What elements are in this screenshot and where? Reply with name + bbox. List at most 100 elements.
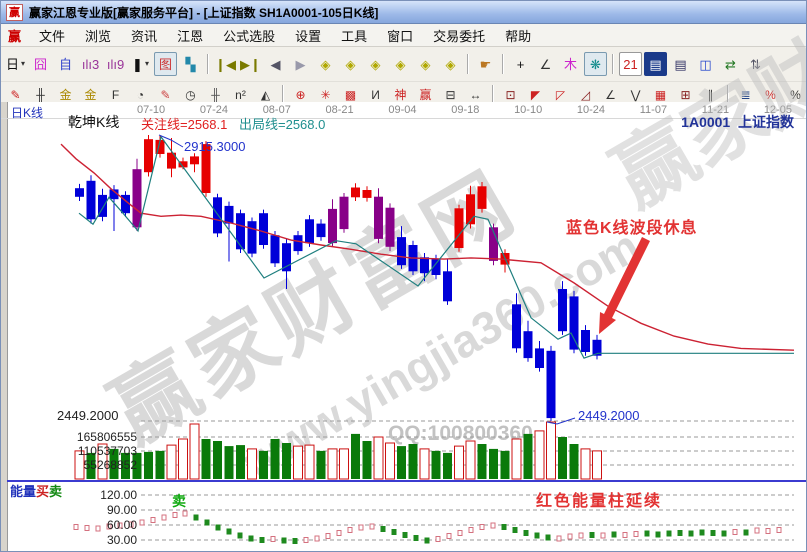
chart-window-icon[interactable]: 囧 xyxy=(33,56,47,72)
volume-axis-label: 165806555 xyxy=(76,430,137,444)
bars-9-icon[interactable]: ılı9 xyxy=(106,56,125,72)
fan-square-icon[interactable]: ◿ xyxy=(580,88,591,102)
sell-signal-label: 卖 xyxy=(172,493,186,509)
angle-ruler-icon[interactable]: ◭ xyxy=(260,88,271,102)
indicator-label-energy: 能量 xyxy=(10,484,37,499)
menu-item-3[interactable]: 资讯 xyxy=(131,28,158,44)
calculator-icon[interactable]: ▤ xyxy=(644,52,667,76)
exit-line-label: 出局线=2568.0 xyxy=(239,117,326,132)
square-web-icon[interactable]: ▩ xyxy=(344,88,357,102)
date-axis-border xyxy=(1,118,806,119)
smart-brain-icon[interactable]: ❋ xyxy=(584,52,607,76)
last-page-icon[interactable]: ▶❙ xyxy=(240,56,261,72)
gann-tree-icon[interactable]: 木 xyxy=(563,56,577,72)
menu-item-6[interactable]: 设置 xyxy=(295,28,322,44)
percent-strike-icon[interactable]: % xyxy=(765,88,776,102)
fibonacci-icon[interactable]: F xyxy=(111,88,120,102)
bars-3-icon[interactable]: ılı3 xyxy=(81,56,100,72)
candle-style-icon[interactable]: ❚ ▾ xyxy=(132,56,149,72)
hand-tool-icon[interactable]: ☛ xyxy=(479,56,492,72)
title-bar: 赢 赢家江恩专业版[赢家服务平台] - [上证指数 SH1A0001-105日K… xyxy=(1,1,806,24)
date-tick-label: 11-21 xyxy=(701,104,730,116)
peak-price-label: 2915.3000 xyxy=(184,139,246,154)
toolbar-separator xyxy=(467,54,469,74)
gold-ratio-2-icon[interactable]: 金 xyxy=(84,88,97,102)
angle-tool-icon[interactable]: ∠ xyxy=(539,56,552,72)
prev-icon[interactable]: ◀ xyxy=(270,56,281,72)
notes-icon[interactable]: ▤ xyxy=(674,56,687,72)
save-icon[interactable]: ◫ xyxy=(699,56,712,72)
date-tick-label: 08-07 xyxy=(262,104,291,116)
diamond-nav-1-icon[interactable]: ◈ xyxy=(320,56,331,72)
first-page-icon[interactable]: ❙◀ xyxy=(215,56,236,72)
menu-item-4[interactable]: 江恩 xyxy=(177,28,204,44)
shen-tool-icon[interactable]: 神 xyxy=(394,88,407,102)
menu-bar: 赢 文件 浏览 资讯 江恩 公式选股 设置 工具 窗口 交易委托 帮助 xyxy=(1,24,806,47)
parallel-lines-icon[interactable]: ∥ xyxy=(707,88,714,102)
indicator-scale-label: 90.00 xyxy=(106,503,137,517)
crosshair-icon[interactable]: + xyxy=(516,56,525,72)
time-cycle-icon[interactable]: ◷ xyxy=(185,88,196,102)
pattern-icon[interactable]: 图 xyxy=(154,52,177,76)
toolbar-separator xyxy=(282,85,284,105)
box-select-icon[interactable]: ⊡ xyxy=(505,88,516,102)
gann-fan-icon[interactable]: ◤ xyxy=(530,88,541,102)
date-axis: 07-10 07-24 08-07 08-21 09-04 09-18 10-10 10-24… xyxy=(137,104,792,118)
date-tick-label: 11-07 xyxy=(639,104,668,116)
diamond-nav-4-icon[interactable]: ◈ xyxy=(395,56,406,72)
net-sync-icon[interactable]: ⇄ xyxy=(725,56,736,72)
diamond-nav-6-icon[interactable]: ◈ xyxy=(445,56,456,72)
volume-flag-icon[interactable]: ▚ xyxy=(185,56,196,72)
remote-icon[interactable]: ⇅ xyxy=(750,56,761,72)
menu-item-7[interactable]: 工具 xyxy=(341,28,368,44)
stats-chart-icon[interactable]: ≣ xyxy=(740,88,751,102)
cycle-circle-icon[interactable]: ◔ xyxy=(136,88,145,102)
pane-label-daily-kline: 日K线 xyxy=(11,106,44,120)
volume-axis-label: 110537703 xyxy=(77,444,137,458)
date-tick-label: 07-10 xyxy=(137,104,166,116)
volume-axis-label: 55268852 xyxy=(83,458,137,472)
annotation-blue-kline-rest: 蓝色K线波段休息 xyxy=(566,220,698,237)
ruler-123-icon[interactable]: ⊟ xyxy=(445,88,456,102)
symbol-code: 1A0001 xyxy=(681,114,731,130)
percent-icon[interactable]: % xyxy=(790,88,801,102)
menu-item-2[interactable]: 浏览 xyxy=(85,28,112,44)
wave-tool-icon[interactable]: И xyxy=(371,88,380,102)
draw-pencil-icon[interactable]: ✎ xyxy=(10,88,21,102)
spider-web-icon[interactable]: ✳ xyxy=(320,88,331,102)
ying-tool-icon[interactable]: 赢 xyxy=(419,88,432,102)
measure-pencil-icon[interactable]: ✎ xyxy=(160,88,171,102)
next-icon[interactable]: ▶ xyxy=(295,56,306,72)
width-measure-icon[interactable]: ↔ xyxy=(469,88,482,102)
arc-square-icon[interactable]: ◸ xyxy=(555,88,566,102)
price-axis-low-label: 2449.2000 xyxy=(57,408,119,423)
indicator-scale-label: 30.00 xyxy=(106,533,137,547)
indicator-pane-label: 能量买卖 xyxy=(10,481,62,500)
grid-lines-icon[interactable]: ╫ xyxy=(211,88,220,102)
grid-red-icon[interactable]: ▦ xyxy=(654,88,667,102)
grid-axis-icon[interactable]: ⊞ xyxy=(680,88,691,102)
diamond-nav-2-icon[interactable]: ◈ xyxy=(345,56,356,72)
calendar-icon[interactable]: 21 xyxy=(619,52,642,76)
menu-item-1[interactable]: 文件 xyxy=(39,28,66,44)
n-square-icon[interactable]: n² xyxy=(235,88,246,102)
angle-line-icon[interactable]: ∠ xyxy=(605,88,616,102)
menu-item-8[interactable]: 窗口 xyxy=(387,28,414,44)
pane-separator[interactable] xyxy=(7,480,806,482)
vee-line-icon[interactable]: ⋁ xyxy=(630,88,641,102)
gold-ratio-1-icon[interactable]: 金 xyxy=(59,88,72,102)
menu-item-5[interactable]: 公式选股 xyxy=(223,28,276,44)
menu-item-10[interactable]: 帮助 xyxy=(505,28,532,44)
info-f10-icon[interactable]: 自 xyxy=(58,56,72,72)
diamond-nav-3-icon[interactable]: ◈ xyxy=(370,56,381,72)
kline-period-icon[interactable]: 日 ▾ xyxy=(5,56,26,72)
app-logo-icon: 赢 xyxy=(6,3,23,21)
diamond-nav-5-icon[interactable]: ◈ xyxy=(420,56,431,72)
low-price-annotation: 2449.2000 xyxy=(578,408,640,423)
gann-wheel-icon[interactable]: ⊕ xyxy=(295,88,306,102)
gann-fence-icon[interactable]: ╫ xyxy=(36,88,45,102)
toolbar-separator xyxy=(502,54,504,74)
chart-canvas[interactable] xyxy=(1,118,807,552)
menu-item-9[interactable]: 交易委托 xyxy=(433,28,486,44)
